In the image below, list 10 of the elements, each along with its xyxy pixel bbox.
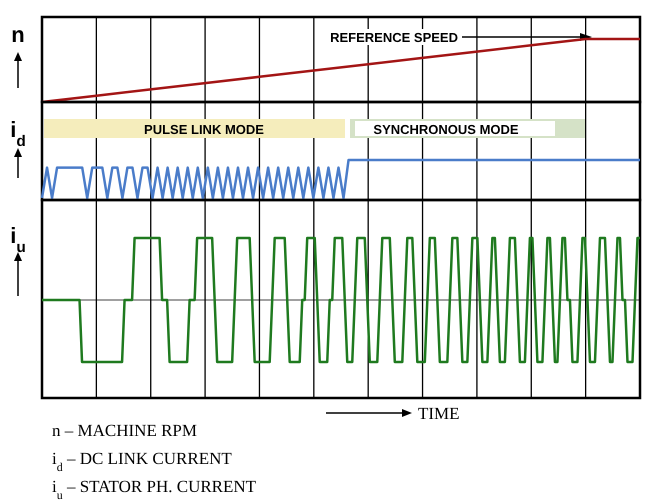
annotation: REFERENCE SPEED [330, 30, 458, 45]
y-axis-title: i$_{d}$ [10, 117, 26, 150]
text: i$_{u}$ – STATOR PH. CURRENT [52, 477, 257, 502]
y-axis-title: i$_{u}$ [10, 223, 26, 256]
text: PULSE LINK MODE [144, 122, 264, 137]
text: SYNCHRONOUS MODE [373, 122, 519, 137]
text: n – MACHINE RPM [52, 421, 197, 440]
y-axis-title: n [11, 22, 25, 47]
x-axis-title: TIME [418, 404, 460, 423]
text: i$_{d}$ – DC LINK CURRENT [52, 449, 232, 474]
